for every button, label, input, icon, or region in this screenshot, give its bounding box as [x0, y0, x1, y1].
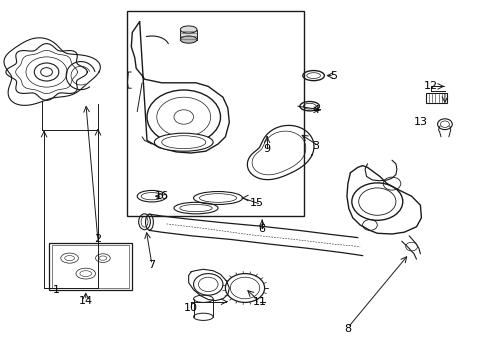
Text: 9: 9	[264, 144, 270, 154]
Text: 5: 5	[330, 71, 337, 81]
Text: 14: 14	[79, 296, 93, 306]
Bar	[426, 93, 447, 103]
Text: 13: 13	[414, 117, 427, 127]
Text: 7: 7	[148, 260, 155, 270]
Text: 10: 10	[184, 303, 198, 313]
Text: 11: 11	[253, 297, 267, 307]
Bar	[49, 243, 132, 290]
Text: 3: 3	[313, 141, 319, 151]
Text: 12: 12	[424, 81, 438, 91]
Bar	[127, 11, 304, 216]
Text: 2: 2	[95, 234, 101, 244]
Ellipse shape	[180, 36, 197, 43]
Ellipse shape	[180, 26, 197, 33]
Ellipse shape	[154, 133, 213, 151]
Bar	[52, 245, 129, 288]
Text: 16: 16	[155, 191, 169, 201]
Text: 1: 1	[53, 285, 60, 295]
Text: 8: 8	[344, 324, 351, 334]
Text: 4: 4	[313, 105, 319, 115]
Text: 6: 6	[259, 224, 266, 234]
Bar	[180, 30, 197, 40]
Text: 15: 15	[250, 198, 264, 208]
